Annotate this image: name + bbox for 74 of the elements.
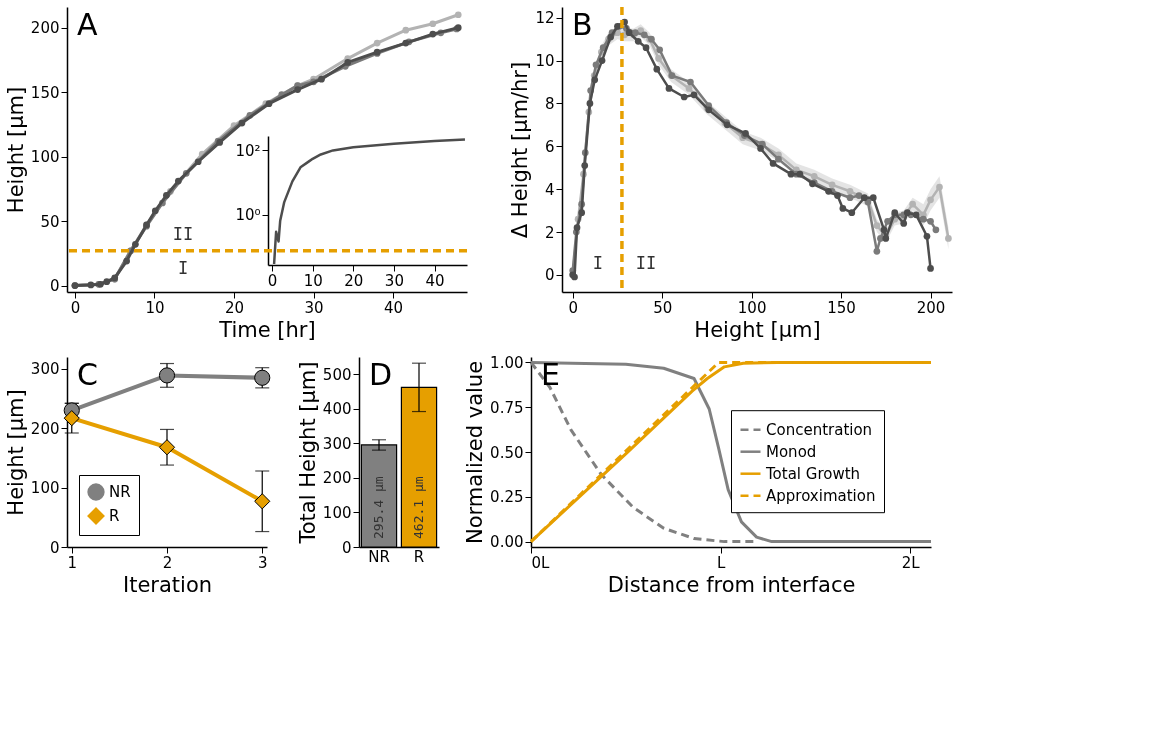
x-tick-label: 200 bbox=[916, 298, 946, 317]
annotation: II bbox=[172, 223, 194, 244]
x-tick-label: 1 bbox=[67, 553, 78, 572]
x-tick-label: 20 bbox=[224, 298, 245, 317]
y-tick-label: 0.75 bbox=[490, 398, 524, 417]
x-tick-label: 30 bbox=[304, 298, 324, 317]
x-tick-label: R bbox=[413, 547, 425, 566]
y-tick-label: 50 bbox=[40, 212, 60, 231]
x-tick-label: 40 bbox=[425, 271, 445, 290]
legend-label: Concentration bbox=[766, 420, 873, 439]
x-tick-label: 2L bbox=[901, 553, 921, 572]
x-tick-label: 50 bbox=[653, 298, 673, 317]
x-tick-label: 0 bbox=[267, 271, 278, 290]
y-tick-label: 100 bbox=[30, 148, 60, 167]
y-tick-label: 10⁰ bbox=[235, 206, 261, 225]
y-tick-label: 400 bbox=[322, 400, 352, 419]
y-tick-label: 300 bbox=[322, 434, 352, 453]
x-tick-label: 0L bbox=[531, 553, 551, 572]
x-tick-label: 0 bbox=[568, 298, 579, 317]
y-tick-label: 200 bbox=[30, 419, 60, 438]
annotation: I bbox=[177, 257, 189, 278]
y-tick-label: 500 bbox=[322, 365, 352, 384]
legend-label: Total Growth bbox=[765, 464, 861, 483]
y-tick-label: 100 bbox=[322, 503, 352, 522]
y-tick-label: 6 bbox=[544, 137, 555, 156]
x-tick-label: 3 bbox=[257, 553, 268, 572]
x-tick-label: 2 bbox=[162, 553, 173, 572]
y-tick-label: 1.00 bbox=[490, 353, 524, 372]
annotation: I bbox=[592, 252, 604, 273]
x-tick-label: 30 bbox=[384, 271, 404, 290]
x-tick-label: 100 bbox=[737, 298, 767, 317]
chart-title: D bbox=[369, 357, 393, 392]
x-tick-label: 10 bbox=[303, 271, 323, 290]
x-axis-title: Iteration bbox=[122, 572, 213, 597]
y-tick-label: 10² bbox=[235, 141, 261, 160]
y-tick-label: 200 bbox=[30, 19, 60, 38]
data-label: 295.4 μm bbox=[371, 476, 386, 539]
x-tick-label: 0 bbox=[70, 298, 81, 317]
y-tick-label: 10 bbox=[535, 52, 555, 71]
y-tick-label: 12 bbox=[535, 9, 555, 28]
x-tick-label: NR bbox=[368, 547, 390, 566]
y-tick-label: 0.50 bbox=[490, 443, 524, 462]
y-axis-title: Height [μm] bbox=[3, 389, 28, 516]
y-axis-title: Normalized value bbox=[463, 360, 488, 545]
x-axis-title: Time [hr] bbox=[218, 317, 316, 342]
x-tick-label: 150 bbox=[827, 298, 856, 317]
legend-label: Monod bbox=[766, 442, 817, 461]
y-tick-label: 2 bbox=[544, 223, 555, 242]
chart-title: E bbox=[541, 357, 560, 392]
chart-title: C bbox=[77, 357, 98, 392]
x-tick-label: 20 bbox=[344, 271, 364, 290]
y-tick-label: 150 bbox=[30, 83, 60, 102]
annotation: II bbox=[635, 252, 657, 273]
data-label: 462.1 μm bbox=[411, 476, 426, 539]
y-axis-title: Total Height [μm] bbox=[295, 361, 320, 545]
y-tick-label: 0.25 bbox=[490, 488, 524, 507]
y-tick-label: 4 bbox=[544, 180, 555, 199]
y-axis-title: Δ Height [μm/hr] bbox=[508, 61, 533, 239]
chart-title: B bbox=[572, 7, 593, 42]
x-axis-title: Height [μm] bbox=[694, 317, 821, 342]
legend-label: R bbox=[109, 507, 120, 525]
legend-label: NR bbox=[109, 483, 131, 501]
y-tick-label: 300 bbox=[30, 360, 60, 379]
chart-title: A bbox=[77, 7, 98, 42]
x-tick-label: L bbox=[716, 553, 726, 572]
y-axis-title: Height [μm] bbox=[3, 86, 28, 214]
x-axis-title: Distance from interface bbox=[607, 572, 856, 597]
x-tick-label: 10 bbox=[145, 298, 165, 317]
y-tick-label: 0.00 bbox=[490, 533, 524, 552]
y-tick-label: 8 bbox=[544, 94, 555, 113]
x-tick-label: 40 bbox=[384, 298, 404, 317]
legend-label: Approximation bbox=[766, 486, 876, 505]
y-tick-label: 100 bbox=[30, 479, 60, 498]
y-tick-label: 200 bbox=[322, 469, 352, 488]
